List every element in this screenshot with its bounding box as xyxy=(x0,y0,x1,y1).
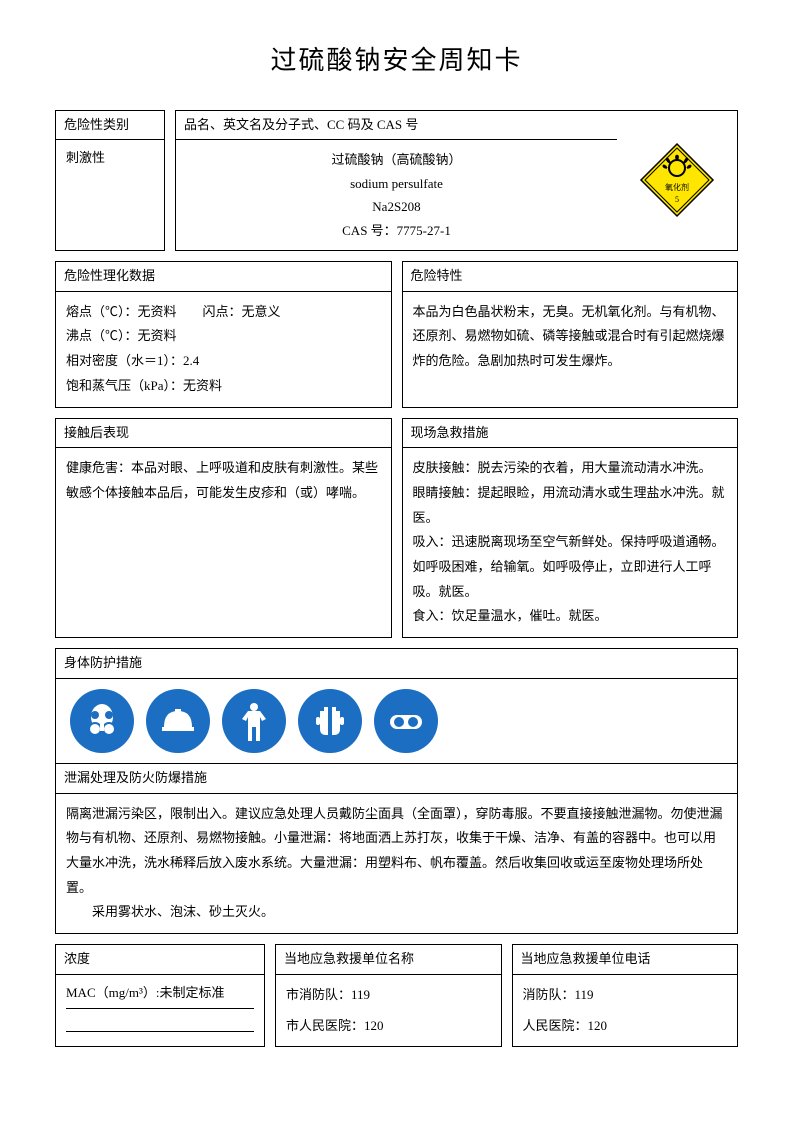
conc-line: MAC（mg/m³）:未制定标准 xyxy=(66,983,254,1004)
ppe-icons-row xyxy=(56,679,737,763)
name-line1: 过硫酸钠（高硫酸钠） xyxy=(186,148,607,171)
name-line4: CAS 号：7775-27-1 xyxy=(186,219,607,242)
row-3: 接触后表现 健康危害：本品对眼、上呼吸道和皮肤有刺激性。某些敏感个体接触本品后，… xyxy=(55,418,738,639)
bottom-row: 浓度 MAC（mg/m³）:未制定标准 当地应急救援单位名称 市消防队：119 … xyxy=(55,944,738,1047)
rescue-tel-box: 当地应急救援单位电话 消防队：119 人民医院：120 xyxy=(512,944,739,1047)
spill-text2: 采用雾状水、泡沫、砂土灭火。 xyxy=(66,900,727,925)
conc-underline2 xyxy=(66,1031,254,1032)
exposure-box: 接触后表现 健康危害：本品对眼、上呼吸道和皮肤有刺激性。某些敏感个体接触本品后，… xyxy=(55,418,392,639)
first-aid-p2: 眼睛接触：提起眼睑，用流动清水或生理盐水冲洗。就医。 xyxy=(413,481,728,530)
phys-data-box: 危险性理化数据 熔点（℃）：无资料 闪点：无意义 沸点（℃）：无资料 相对密度（… xyxy=(55,261,392,408)
hazard-class-body: 刺激性 xyxy=(56,140,164,177)
goggles-icon xyxy=(374,689,438,753)
name-info-box: 品名、英文名及分子式、CC 码及 CAS 号 过硫酸钠（高硫酸钠） sodium… xyxy=(175,110,738,251)
oxidizer-diamond-icon: 氧化剂 5 xyxy=(637,140,717,220)
spill-body: 隔离泄漏污染区，限制出入。建议应急处理人员戴防尘面具（全面罩），穿防毒服。不要直… xyxy=(56,794,737,933)
conc-underline1 xyxy=(66,1008,254,1009)
oxidizer-label: 氧化剂 xyxy=(665,182,689,192)
first-aid-p3: 吸入：迅速脱离现场至空气新鲜处。保持呼吸道通畅。如呼吸困难，给输氧。如呼吸停止，… xyxy=(413,530,728,604)
name-info-header: 品名、英文名及分子式、CC 码及 CAS 号 xyxy=(176,111,617,141)
conc-header: 浓度 xyxy=(56,945,264,975)
spill-header: 泄漏处理及防火防爆措施 xyxy=(56,764,737,794)
rescue-unit-l1: 市消防队：119 xyxy=(286,983,491,1008)
spill-section: 泄漏处理及防火防爆措施 xyxy=(56,763,737,794)
phys-l3: 相对密度（水＝1）：2.4 xyxy=(66,349,381,374)
row-2: 危险性理化数据 熔点（℃）：无资料 闪点：无意义 沸点（℃）：无资料 相对密度（… xyxy=(55,261,738,408)
hazard-pictogram: 氧化剂 5 xyxy=(617,111,737,250)
rescue-unit-header: 当地应急救援单位名称 xyxy=(276,945,501,975)
phys-data-header: 危险性理化数据 xyxy=(56,262,391,292)
name-line3: Na2S208 xyxy=(186,195,607,218)
gloves-icon xyxy=(298,689,362,753)
rescue-tel-l1: 消防队：119 xyxy=(523,983,728,1008)
ppe-header: 身体防护措施 xyxy=(56,649,737,679)
hazard-class-header: 危险性类别 xyxy=(56,111,164,141)
first-aid-p1: 皮肤接触：脱去污染的衣着，用大量流动清水冲洗。 xyxy=(413,456,728,481)
respirator-icon xyxy=(70,689,134,753)
phys-data-body: 熔点（℃）：无资料 闪点：无意义 沸点（℃）：无资料 相对密度（水＝1）：2.4… xyxy=(56,292,391,407)
hardhat-icon xyxy=(146,689,210,753)
first-aid-header: 现场急救措施 xyxy=(403,419,738,449)
spill-text: 隔离泄漏污染区，限制出入。建议应急处理人员戴防尘面具（全面罩），穿防毒服。不要直… xyxy=(66,806,723,895)
rescue-tel-body: 消防队：119 人民医院：120 xyxy=(513,975,738,1046)
phys-l2: 沸点（℃）：无资料 xyxy=(66,324,381,349)
first-aid-box: 现场急救措施 皮肤接触：脱去污染的衣着，用大量流动清水冲洗。 眼睛接触：提起眼睑… xyxy=(402,418,739,639)
exposure-body: 健康危害：本品对眼、上呼吸道和皮肤有刺激性。某些敏感个体接触本品后，可能发生皮疹… xyxy=(56,448,391,513)
hazard-char-header: 危险特性 xyxy=(403,262,738,292)
conc-body: MAC（mg/m³）:未制定标准 xyxy=(56,975,264,1044)
rescue-unit-l2: 市人民医院：120 xyxy=(286,1014,491,1039)
name-info-text: 过硫酸钠（高硫酸钠） sodium persulfate Na2S208 CAS… xyxy=(176,140,617,250)
rescue-tel-header: 当地应急救援单位电话 xyxy=(513,945,738,975)
oxidizer-class-num: 5 xyxy=(675,195,679,204)
ppe-spill-box: 身体防护措施 泄漏处理及防火防爆措施 隔离泄漏污染区，限制出入。建议应急处理人员… xyxy=(55,648,738,934)
phys-l4: 饱和蒸气压（kPa）：无资料 xyxy=(66,374,381,399)
name-line2: sodium persulfate xyxy=(186,172,607,195)
rescue-tel-l2: 人民医院：120 xyxy=(523,1014,728,1039)
phys-l1: 熔点（℃）：无资料 闪点：无意义 xyxy=(66,300,381,325)
first-aid-body: 皮肤接触：脱去污染的衣着，用大量流动清水冲洗。 眼睛接触：提起眼睑，用流动清水或… xyxy=(403,448,738,637)
name-info-left: 品名、英文名及分子式、CC 码及 CAS 号 过硫酸钠（高硫酸钠） sodium… xyxy=(176,111,617,250)
page-title: 过硫酸钠安全周知卡 xyxy=(55,40,738,82)
row-1: 危险性类别 刺激性 品名、英文名及分子式、CC 码及 CAS 号 过硫酸钠（高硫… xyxy=(55,110,738,251)
hazard-char-body: 本品为白色晶状粉末，无臭。无机氧化剂。与有机物、还原剂、易燃物如硫、磷等接触或混… xyxy=(403,292,738,382)
coverall-icon xyxy=(222,689,286,753)
first-aid-p4: 食入：饮足量温水，催吐。就医。 xyxy=(413,604,728,629)
rescue-unit-body: 市消防队：119 市人民医院：120 xyxy=(276,975,501,1046)
rescue-unit-box: 当地应急救援单位名称 市消防队：119 市人民医院：120 xyxy=(275,944,502,1047)
hazard-class-box: 危险性类别 刺激性 xyxy=(55,110,165,251)
exposure-header: 接触后表现 xyxy=(56,419,391,449)
hazard-char-box: 危险特性 本品为白色晶状粉末，无臭。无机氧化剂。与有机物、还原剂、易燃物如硫、磷… xyxy=(402,261,739,408)
conc-box: 浓度 MAC（mg/m³）:未制定标准 xyxy=(55,944,265,1047)
